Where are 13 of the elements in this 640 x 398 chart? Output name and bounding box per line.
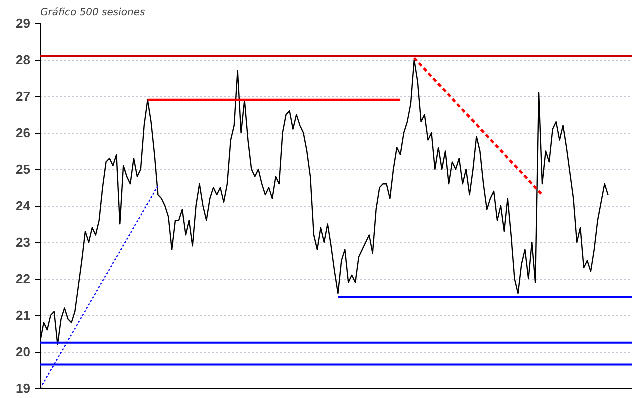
y-tick-label: 20 (16, 344, 31, 360)
chart-title: Gráfico 500 sesiones (40, 8, 146, 18)
y-tick-label: 26 (16, 126, 31, 140)
y-tick-label: 25 (16, 162, 31, 177)
y-tick-label: 28 (16, 52, 31, 68)
y-tick-label: 23 (16, 235, 31, 250)
y-tick-label: 29 (16, 16, 31, 31)
line-series (413, 56, 544, 196)
y-tick-label: 21 (16, 308, 31, 323)
y-tick-label: 19 (16, 381, 31, 396)
y-tick-label: 22 (16, 272, 31, 286)
y-tick-label: 24 (16, 198, 32, 214)
y-tick-label: 27 (16, 89, 31, 104)
